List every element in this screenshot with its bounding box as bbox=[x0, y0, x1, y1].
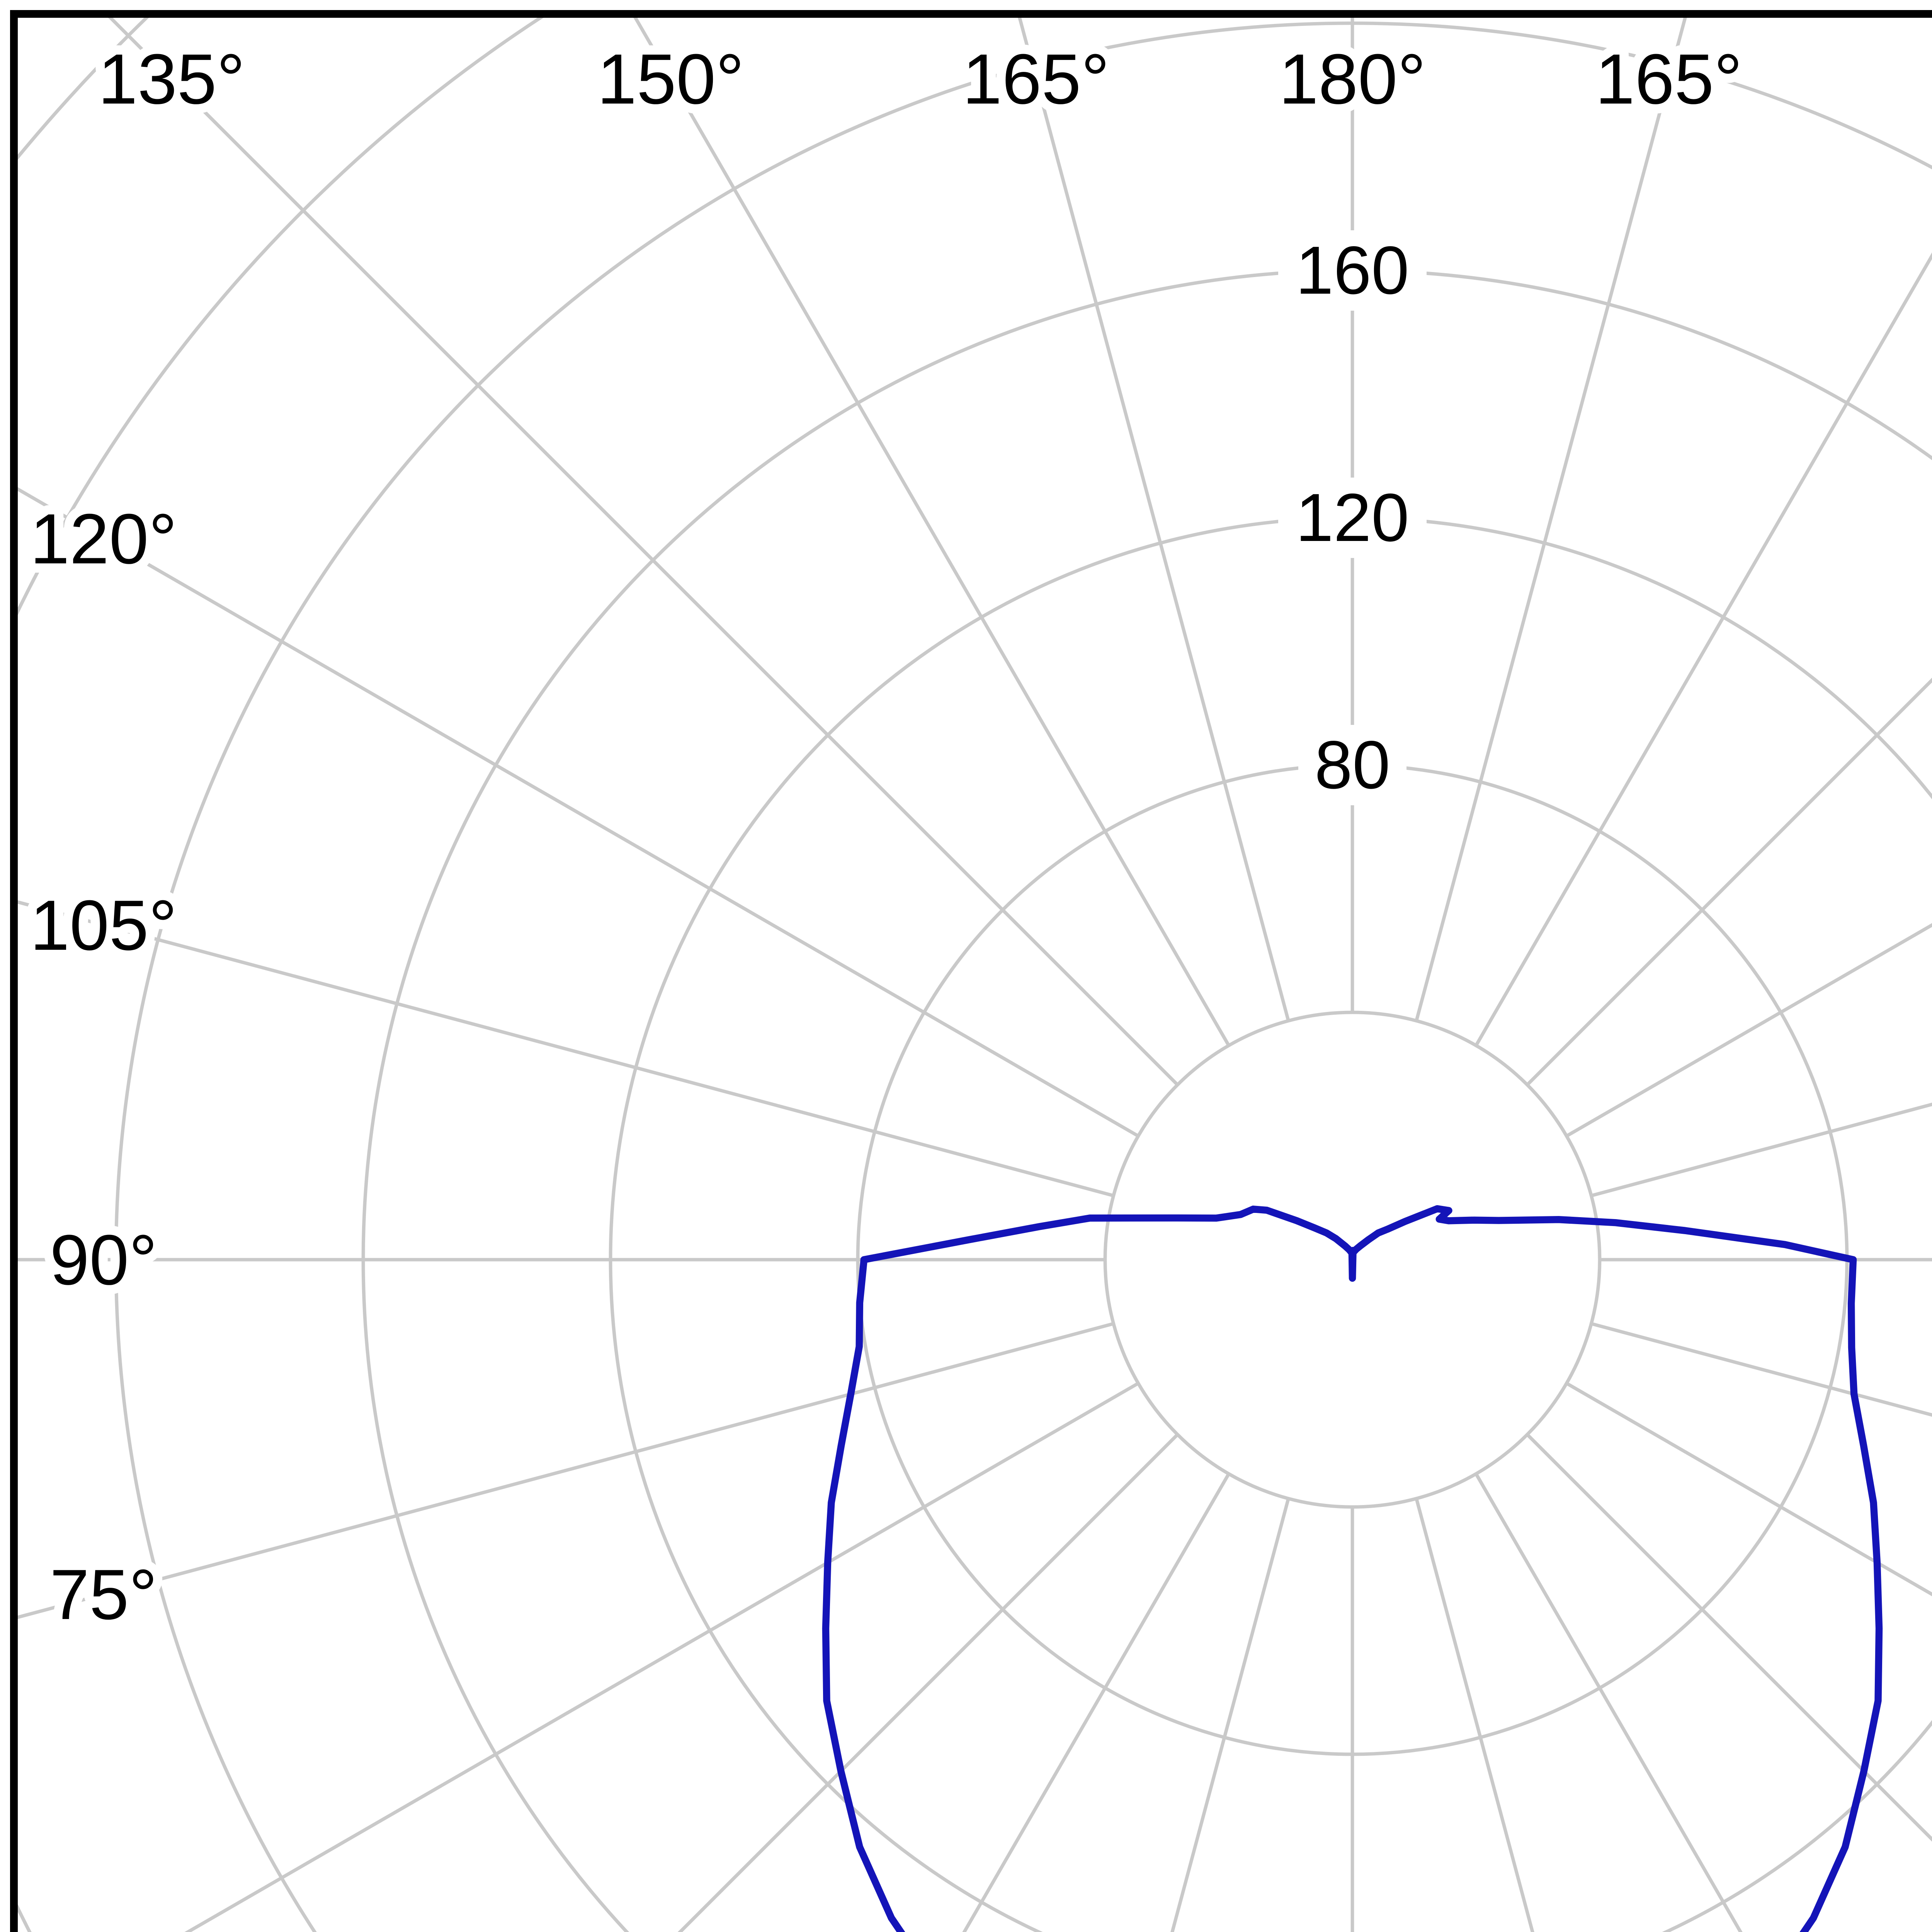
radial-label-mask bbox=[1278, 478, 1427, 558]
radial-label-mask bbox=[1278, 230, 1427, 311]
grid-spoke bbox=[184, 1382, 1139, 1932]
grid-spoke bbox=[1017, 14, 1290, 1021]
grid-spoke bbox=[14, 485, 1139, 1138]
grid-spoke bbox=[1591, 1322, 1932, 1417]
grid-spoke bbox=[1526, 1433, 1932, 1842]
curve-c90-c270 bbox=[822, 1205, 1883, 1932]
grid-spoke bbox=[631, 14, 1230, 1046]
angle-label: 150° bbox=[597, 39, 744, 119]
angle-label: 105° bbox=[30, 885, 177, 965]
grid-spoke bbox=[1526, 677, 1932, 1086]
radial-axis-label: 160 bbox=[1296, 233, 1409, 308]
radial-label-mask bbox=[1298, 725, 1406, 805]
grid-spoke bbox=[1566, 923, 1932, 1138]
angle-label: 165° bbox=[1595, 39, 1743, 119]
grid-spoke bbox=[14, 899, 1114, 1197]
grid-spoke bbox=[677, 1433, 1179, 1932]
grid-spoke bbox=[1591, 1102, 1932, 1197]
grid-spoke bbox=[1170, 1498, 1290, 1932]
grid-spoke bbox=[14, 1322, 1114, 1620]
plot-frame bbox=[10, 10, 1932, 1932]
grid-spoke bbox=[1566, 1382, 1932, 1597]
angle-label: 165° bbox=[963, 39, 1110, 119]
grid-circle bbox=[362, 269, 1932, 1932]
radial-axis-label: 80 bbox=[1315, 727, 1390, 803]
angle-label: 75° bbox=[50, 1554, 157, 1634]
grid-spoke bbox=[104, 14, 1179, 1086]
grid-spoke bbox=[1475, 1473, 1743, 1932]
grid-spoke bbox=[1415, 14, 1688, 1021]
angle-label: 90° bbox=[50, 1220, 157, 1299]
grid-circle bbox=[609, 516, 1932, 1932]
radial-axis-label: 120 bbox=[1296, 480, 1409, 556]
angle-label: 135° bbox=[98, 39, 245, 119]
angle-label: 120° bbox=[30, 499, 177, 578]
angle-label: 180° bbox=[1279, 39, 1426, 119]
grid-spoke bbox=[1475, 252, 1932, 1046]
grid-spoke bbox=[1415, 1498, 1534, 1932]
grid-spoke bbox=[962, 1473, 1230, 1932]
